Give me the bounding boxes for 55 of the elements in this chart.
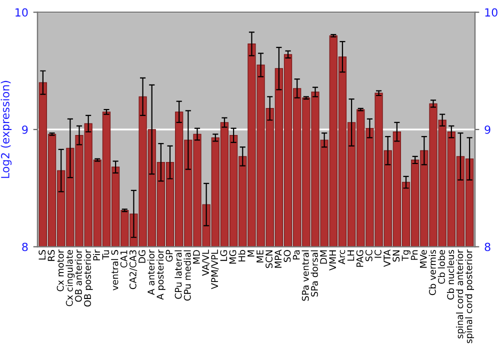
y2-tick-label: 9	[484, 125, 490, 134]
x-tick-label: VA/VL	[202, 250, 210, 276]
x-tick-label: PAG	[356, 250, 364, 267]
y-tick-label: 8	[22, 242, 28, 252]
x-tick-label: CPu lateral	[174, 250, 182, 299]
x-tick-label: ME	[256, 250, 264, 262]
x-tick-label: Pa	[292, 250, 300, 260]
x-tick-label: LS	[38, 250, 46, 260]
x-tick-label: CPu medial	[184, 250, 191, 301]
x-tick-label: Cb lobe	[438, 250, 445, 284]
x-tick-label: Tg	[402, 250, 410, 261]
y-axis-title: Log2 (expression)	[0, 80, 12, 178]
x-tick-label: Cb vermis	[428, 250, 436, 296]
x-tick-label: MVe	[420, 250, 427, 268]
x-tick-label: Hb	[238, 250, 246, 262]
x-tick-label: M	[248, 250, 254, 257]
x-tick-label: DG	[138, 250, 146, 263]
x-tick-label: GP	[166, 250, 173, 262]
x-tick-label: VPM/VPL	[211, 250, 219, 290]
x-tick-label: Pir	[92, 250, 100, 260]
x-tick-label: VTA	[384, 250, 390, 267]
y2-tick-label: 8	[484, 242, 490, 252]
x-tick-label: spinal cord anterior	[456, 250, 465, 338]
x-tick-label: A anterior	[147, 250, 155, 295]
x-tick-label: SO	[284, 250, 291, 262]
x-tick-label: OB anterior	[74, 250, 82, 302]
x-tick-label: OB posterior	[84, 250, 93, 307]
x-tick-label: Pn	[410, 250, 418, 260]
x-tick-label: MPA	[274, 250, 282, 268]
x-tick-label: Cb nucleus	[446, 250, 454, 300]
x-tick-label: Tu	[102, 250, 110, 260]
x-tick-label: Cx motor	[56, 250, 64, 292]
x-tick-label: LH	[347, 250, 354, 261]
x-tick-label: LG	[220, 250, 228, 261]
x-tick-label: SPa dorsal	[310, 250, 318, 297]
y-tick-label: 10	[16, 8, 28, 17]
x-tick-label: A posterior	[156, 250, 166, 300]
x-tick-label: SPa ventral	[302, 250, 309, 301]
x-tick-label: ventral S	[111, 250, 118, 290]
x-tick-label: SC	[365, 250, 372, 262]
x-tick-label: Arc	[338, 250, 346, 264]
x-tick-label: MD	[193, 250, 200, 264]
x-tick-label: VMH	[329, 250, 336, 271]
x-tick-label: Cx cingulate	[66, 250, 75, 306]
x-tick-label: SCN	[266, 250, 273, 268]
x-tick-label: CA2/CA3	[129, 250, 138, 290]
x-tick-label: MG	[229, 250, 236, 264]
x-tick-label: CA1	[120, 250, 128, 268]
x-tick-label: SN	[392, 250, 400, 262]
x-tick-label: DM	[320, 250, 327, 264]
x-tick-label: spinal cord posterior	[465, 250, 474, 344]
y-tick-label: 9	[22, 125, 28, 134]
x-tick-label: IC	[374, 250, 382, 258]
x-tick-label: RS	[48, 250, 55, 261]
y2-tick-label: 10	[485, 8, 498, 17]
